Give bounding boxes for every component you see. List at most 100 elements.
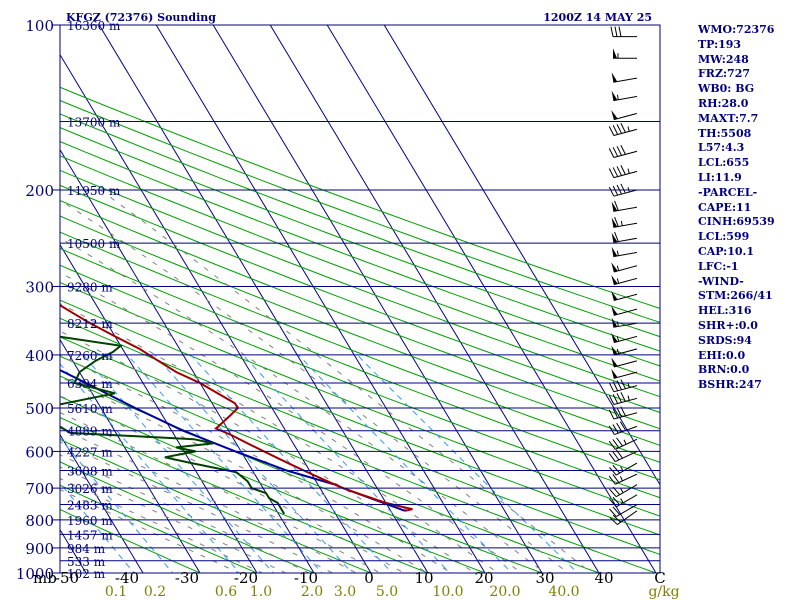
wind-barb-flag [612, 465, 621, 474]
wind-barb-pennant [611, 290, 618, 301]
wind-barb-flag [620, 165, 626, 175]
wind-barb-flag [612, 125, 619, 135]
stat-item: CAP:10.1 [698, 244, 755, 258]
moist-adiabat-line [60, 454, 311, 573]
wind-barb-staff [613, 150, 638, 158]
dry-adiabat-line [60, 264, 660, 499]
wind-barb-flag [612, 185, 619, 196]
dry-adiabat-line [60, 299, 660, 536]
pressure-tick-label: 800 [25, 512, 54, 530]
height-level-label: 6394 m [67, 377, 113, 391]
wind-barb-half-flag [616, 278, 620, 284]
wind-barb-flag [612, 451, 620, 461]
wind-barb [611, 274, 638, 286]
wind-barb-staff [613, 251, 638, 258]
stat-item: MW:248 [698, 52, 749, 66]
wind-barb-flag [608, 453, 616, 462]
chart-grid [60, 25, 660, 573]
wind-barb-pennant [613, 48, 617, 59]
temperature-tick-label: -50 [55, 569, 79, 587]
wind-barb-half-flag [620, 220, 623, 226]
wind-barb-flag [614, 231, 619, 242]
isotherm-line [60, 53, 372, 573]
pressure-unit-label: mb [33, 569, 57, 587]
dewpoint-trace [60, 335, 286, 515]
stat-item: STM:266/41 [698, 289, 773, 303]
moist-adiabat-line [60, 395, 405, 573]
mixing-ratio-label: 2.0 [301, 584, 323, 600]
wind-barb-staff [613, 397, 638, 406]
temperature-tick-label: 20 [474, 569, 493, 587]
wind-barb-half-flag [620, 498, 624, 504]
wind-barb-staff [613, 170, 638, 179]
wind-barb [611, 246, 638, 258]
mixing-ratio-label: 20.0 [489, 584, 520, 600]
mixing-ratio-line [60, 363, 241, 573]
wind-barb [611, 231, 638, 243]
mixing-ratio-label: 0.2 [144, 584, 166, 600]
wind-barb-flag [620, 392, 626, 402]
isotherm-line [60, 338, 201, 573]
wind-barb [611, 72, 638, 83]
moist-adiabat-line [60, 271, 523, 573]
wind-barb-column [608, 26, 638, 525]
wind-barb-pennant [611, 305, 618, 316]
stat-item: TP:193 [698, 37, 742, 51]
isotherm-line [326, 25, 657, 573]
wind-barb-flag [616, 437, 623, 447]
wind-barb-staff [615, 450, 638, 463]
wind-barb-flag [612, 439, 620, 448]
dry-adiabat-line [60, 317, 660, 555]
dry-adiabat-line [60, 281, 660, 517]
dry-adiabat-line [60, 199, 660, 430]
wind-barb-half-flag [616, 265, 620, 271]
temperature-tick-label: -40 [115, 569, 139, 587]
wind-barb-staff [613, 277, 638, 286]
wind-barb [608, 123, 638, 136]
wind-barb-pennant [611, 201, 618, 212]
wind-barb [608, 379, 638, 393]
dry-adiabat-line [60, 99, 660, 323]
mixing-ratio-label: g/kg [648, 584, 679, 600]
station-title: KFGZ (72376) Sounding [66, 11, 216, 24]
temperature-tick-label: C [654, 569, 665, 587]
sounding-datetime: 1200Z 14 MAY 25 [543, 11, 652, 24]
height-level-label: 1457 m [67, 528, 113, 542]
height-level-label: 9280 m [67, 280, 113, 294]
pressure-tick-label: 900 [25, 540, 54, 558]
dry-adiabat-line [60, 508, 202, 573]
wind-barb-staff [613, 412, 638, 420]
wind-barb-half-flag [619, 476, 623, 482]
dry-adiabat-line [60, 484, 259, 573]
wind-barb [611, 216, 638, 228]
mixing-ratio-line [190, 354, 393, 573]
wind-barb-flag [608, 126, 615, 136]
wind-barb [611, 262, 638, 273]
mixing-ratio-line [127, 354, 323, 573]
stat-item: LFC:-1 [698, 259, 739, 273]
mixing-ratio-label: 3.0 [334, 584, 356, 600]
wind-barb [611, 200, 638, 212]
wind-barb-pennant [611, 274, 618, 285]
mixing-ratio-line [154, 354, 353, 573]
stat-item: EHI:0.0 [698, 348, 746, 362]
wind-barb-flag [609, 517, 618, 525]
isotherm-line [98, 25, 429, 573]
stat-item: LCL:599 [698, 230, 750, 244]
temperature-tick-label: -20 [234, 569, 258, 587]
stat-item: WMO:72376 [698, 23, 775, 36]
isotherm-line [60, 243, 258, 573]
wind-barb-flag [620, 123, 626, 133]
wind-barb-flag [616, 124, 622, 134]
wind-barb [613, 48, 637, 59]
mixing-ratio-label: 10.0 [432, 584, 463, 600]
height-level-label: 8212 m [67, 317, 113, 331]
moist-adiabat-line [60, 376, 429, 573]
wind-barb [611, 90, 638, 102]
wind-barb-staff [613, 128, 638, 136]
dry-adiabat-line [60, 113, 660, 338]
wind-barb-staff [613, 112, 638, 121]
wind-barb [611, 345, 638, 356]
wind-barb-half-flag [627, 395, 630, 401]
